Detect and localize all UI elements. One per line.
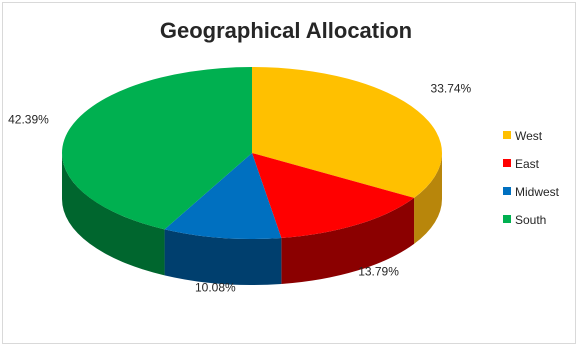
pie-top [61, 67, 442, 239]
chart-title: Geographical Allocation [160, 18, 412, 43]
legend-label-south: South [515, 213, 546, 227]
slice-west [252, 67, 442, 198]
slice-label-midwest: 10.08% [195, 280, 236, 294]
slice-south [61, 67, 252, 230]
slice-side-west [414, 153, 442, 244]
pie-sides [62, 153, 442, 285]
legend-label-east: East [515, 157, 540, 171]
slice-side-midwest [164, 229, 282, 285]
legend-label-west: West [515, 129, 543, 143]
legend-label-midwest: Midwest [515, 185, 560, 199]
slice-midwest [164, 153, 282, 239]
slice-east [252, 153, 415, 238]
legend-swatch-east [503, 159, 511, 167]
legend-swatch-south [503, 215, 511, 223]
slice-label-south: 42.39% [8, 113, 49, 127]
slice-label-west: 33.74% [431, 81, 472, 95]
slice-side-south [62, 153, 165, 276]
legend-swatch-west [503, 131, 511, 139]
legend: West East Midwest South [503, 129, 560, 227]
slice-side-east [281, 197, 415, 284]
legend-swatch-midwest [503, 187, 511, 195]
slice-labels: 33.74% 13.79% 10.08% 42.39% [8, 81, 471, 294]
slice-label-east: 13.79% [358, 264, 399, 278]
